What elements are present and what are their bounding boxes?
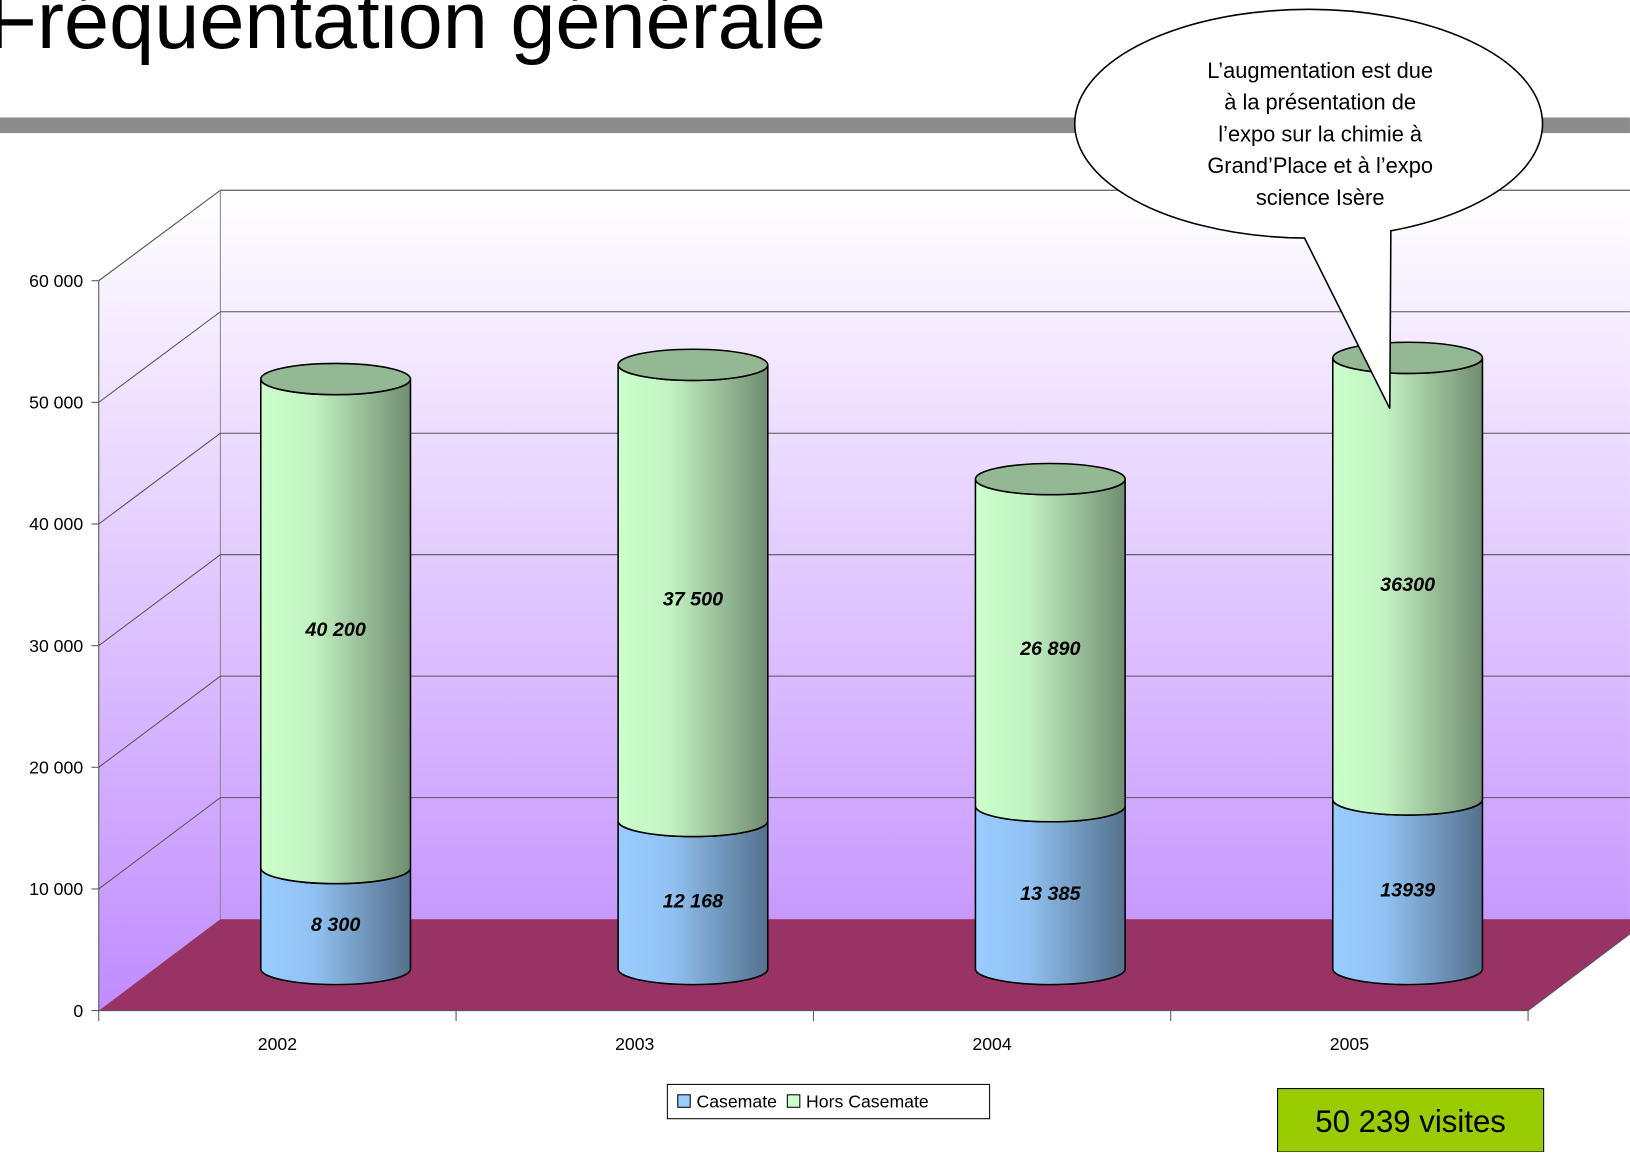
legend: Casemate Hors Casemate <box>666 1083 991 1120</box>
x-tick-label: 2002 <box>258 1034 297 1054</box>
grid-line <box>98 432 221 525</box>
bar-top-shade <box>260 362 412 396</box>
grid-line <box>98 675 221 768</box>
legend-box <box>666 1083 991 1120</box>
x-tick-label: 2005 <box>1330 1034 1369 1054</box>
bar-top-shade <box>1331 341 1484 375</box>
grid-line <box>98 189 221 282</box>
callout-text: science Isère <box>1256 185 1385 210</box>
bar-top-shade <box>617 348 769 382</box>
y-tick-label: 40 000 <box>29 514 83 534</box>
legend-label: Hors Casemate <box>806 1091 929 1111</box>
grid-line <box>98 554 221 647</box>
back-wall <box>98 190 1630 1011</box>
grid-line <box>98 797 221 890</box>
callout-text: à la présentation de <box>1224 90 1416 115</box>
callout-text: L’augmentation est due <box>1207 58 1433 83</box>
total-label: 50 239 visites <box>1315 1104 1506 1139</box>
y-tick-label: 0 <box>73 1001 83 1021</box>
legend-label: Casemate <box>696 1091 777 1111</box>
bar-top <box>618 349 768 381</box>
y-tick-label: 20 000 <box>29 758 83 778</box>
callout-bubble <box>1074 8 1544 409</box>
bar-top <box>975 463 1126 495</box>
value-label: 13 385 <box>1020 883 1081 905</box>
x-tick-label: 2003 <box>615 1034 654 1054</box>
total-box <box>1277 1088 1545 1153</box>
value-label: 13939 <box>1380 880 1435 902</box>
callout-text: l’expo sur la chimie à <box>1218 121 1423 146</box>
legend-swatch <box>786 1094 801 1108</box>
bar-top-shade <box>974 462 1126 496</box>
value-label: 8 300 <box>311 914 360 936</box>
y-tick-label: 30 000 <box>29 636 83 656</box>
y-tick-label: 10 000 <box>29 879 83 899</box>
bar-top <box>260 363 411 395</box>
x-tick-label: 2004 <box>972 1034 1011 1054</box>
page-title: Fréquentation générale <box>0 0 826 66</box>
legend-swatch <box>677 1094 691 1108</box>
floor-edge <box>1527 933 1630 1012</box>
floor <box>98 919 1630 1011</box>
value-label: 12 168 <box>663 890 723 912</box>
callout-text: Grand’Place et à l’expo <box>1207 153 1433 178</box>
y-tick-label: 50 000 <box>29 393 83 413</box>
value-label: 37 500 <box>663 588 723 610</box>
y-tick-label: 60 000 <box>29 271 83 291</box>
value-label: 40 200 <box>304 619 365 641</box>
value-label: 36300 <box>1380 574 1435 596</box>
value-label: 26 890 <box>1019 638 1080 660</box>
grid-line <box>98 311 221 403</box>
